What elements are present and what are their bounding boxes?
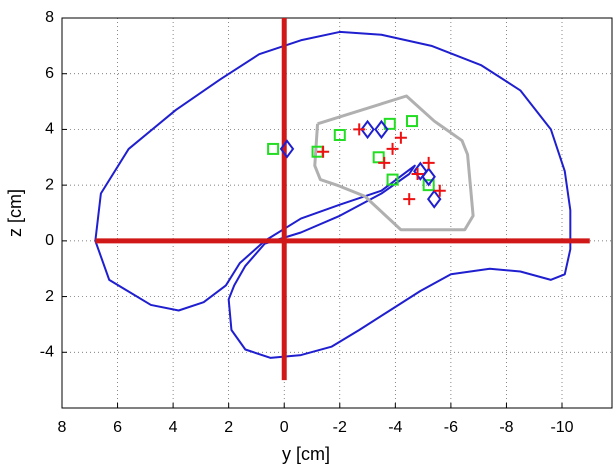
plus-marker [422,156,435,169]
plus-marker [433,184,446,197]
x-axis-label: y [cm] [282,444,330,464]
x-tick-label: 0 [280,419,289,436]
x-tick-label: 6 [113,419,122,436]
diamond-marker [374,119,389,140]
diamond-marker [426,189,442,209]
plus-marker [378,156,391,169]
y-tick-label: 8 [45,9,54,26]
plus-marker [386,142,399,155]
plus-marker [403,193,416,206]
outline-line [94,30,572,359]
y-tick-label: 4 [45,121,54,138]
x-tick-label: -2 [333,419,347,436]
square-marker [386,173,399,186]
x-tick-label: -6 [444,419,458,436]
square-marker [372,151,385,164]
diamond-marker [279,139,295,159]
x-tick-label: 4 [169,419,178,436]
x-tick-label: -8 [499,419,513,436]
square-marker [267,142,280,155]
square-marker [383,117,396,130]
y-tick-label: 6 [45,65,54,82]
x-tick-label: -4 [388,419,402,436]
y-tick-label: 2 [45,176,54,193]
plus-marker [394,131,407,144]
x-tick-label: -10 [550,419,573,436]
y-tick-label: 2 [45,288,54,305]
square-marker [333,129,346,141]
diamond-marker [413,161,428,181]
plus-marker [317,145,330,158]
y-tick-label: -4 [40,344,54,361]
plot-frame [61,17,613,409]
square-marker [406,115,418,128]
y-axis-label: z [cm] [5,189,25,237]
x-tick-label: 8 [58,419,67,436]
plus-marker [353,123,366,136]
diamond-marker [421,167,436,187]
plus-marker [411,168,424,180]
diamond-marker [360,119,375,140]
y-tick-label: 0 [45,232,54,249]
outline-line [313,94,475,232]
square-marker [422,179,435,192]
x-tick-label: 2 [224,419,233,436]
